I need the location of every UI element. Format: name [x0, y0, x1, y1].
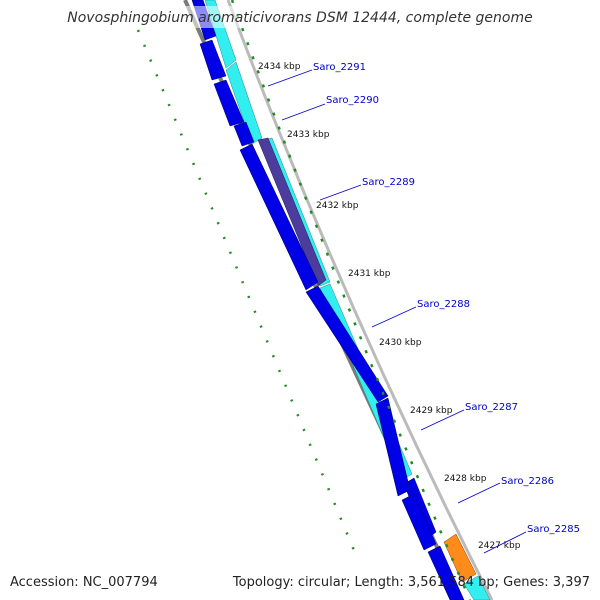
cds-block: [257, 137, 327, 287]
gene-label[interactable]: Saro_2286: [501, 476, 554, 487]
kbp-tick-label: 2433 kbp: [287, 130, 330, 140]
topology-text: Topology: circular; Length: 3,561,584 bp…: [232, 575, 590, 590]
kbp-tick-label: 2428 kbp: [444, 474, 487, 484]
gene-leader-line: [483, 531, 527, 554]
gene-leader-line: [457, 482, 501, 504]
tick-track-inner: [136, 29, 360, 561]
cds-block: [401, 493, 437, 551]
gene-leaders: [267, 69, 527, 554]
cds-block: [233, 121, 255, 147]
title-background: [68, 6, 532, 28]
reverse-strand-track: [191, 0, 465, 600]
gene-leader-line: [267, 69, 313, 87]
cds-block: [213, 79, 245, 127]
kbp-tick-label: 2427 kbp: [478, 541, 521, 551]
gene-labels: Saro_2291 Saro_2290 Saro_2289 Saro_2288 …: [313, 62, 580, 535]
kbp-tick-label: 2429 kbp: [410, 406, 453, 416]
gene-label[interactable]: Saro_2287: [465, 402, 518, 413]
gene-label[interactable]: Saro_2289: [362, 177, 415, 188]
cds-block: [427, 545, 465, 600]
kbp-tick-label: 2432 kbp: [316, 201, 359, 211]
kbp-tick-label: 2430 kbp: [379, 338, 422, 348]
gene-leader-line: [281, 103, 326, 121]
dashed-track: [230, 0, 472, 600]
cds-block: [305, 285, 389, 403]
accession-text: Accession: NC_007794: [10, 575, 158, 590]
kbp-tick-label: 2431 kbp: [348, 269, 391, 279]
gene-leader-line: [371, 306, 417, 328]
gene-label[interactable]: Saro_2290: [326, 95, 379, 106]
kbp-tick-label: 2434 kbp: [258, 62, 301, 72]
tick-track-outer: [230, 0, 472, 600]
kbp-ticks: 2434 kbp 2433 kbp 2432 kbp 2431 kbp 2430…: [258, 62, 521, 551]
gene-leader-line: [319, 184, 362, 201]
gene-label[interactable]: Saro_2291: [313, 62, 366, 73]
cds-block: [239, 143, 319, 291]
gene-leader-line: [420, 409, 465, 431]
cds-block: [199, 39, 227, 81]
cds-block: [463, 575, 491, 600]
dashed-track: [136, 29, 360, 561]
gene-label[interactable]: Saro_2285: [527, 524, 580, 535]
cds-block: [225, 61, 263, 145]
gene-label[interactable]: Saro_2288: [417, 299, 470, 310]
cds-block: [443, 533, 477, 583]
cds-block: [375, 397, 411, 497]
map-title: Novosphingobium aromaticivorans DSM 1244…: [67, 10, 532, 26]
outer-edge-line: [226, 0, 494, 600]
